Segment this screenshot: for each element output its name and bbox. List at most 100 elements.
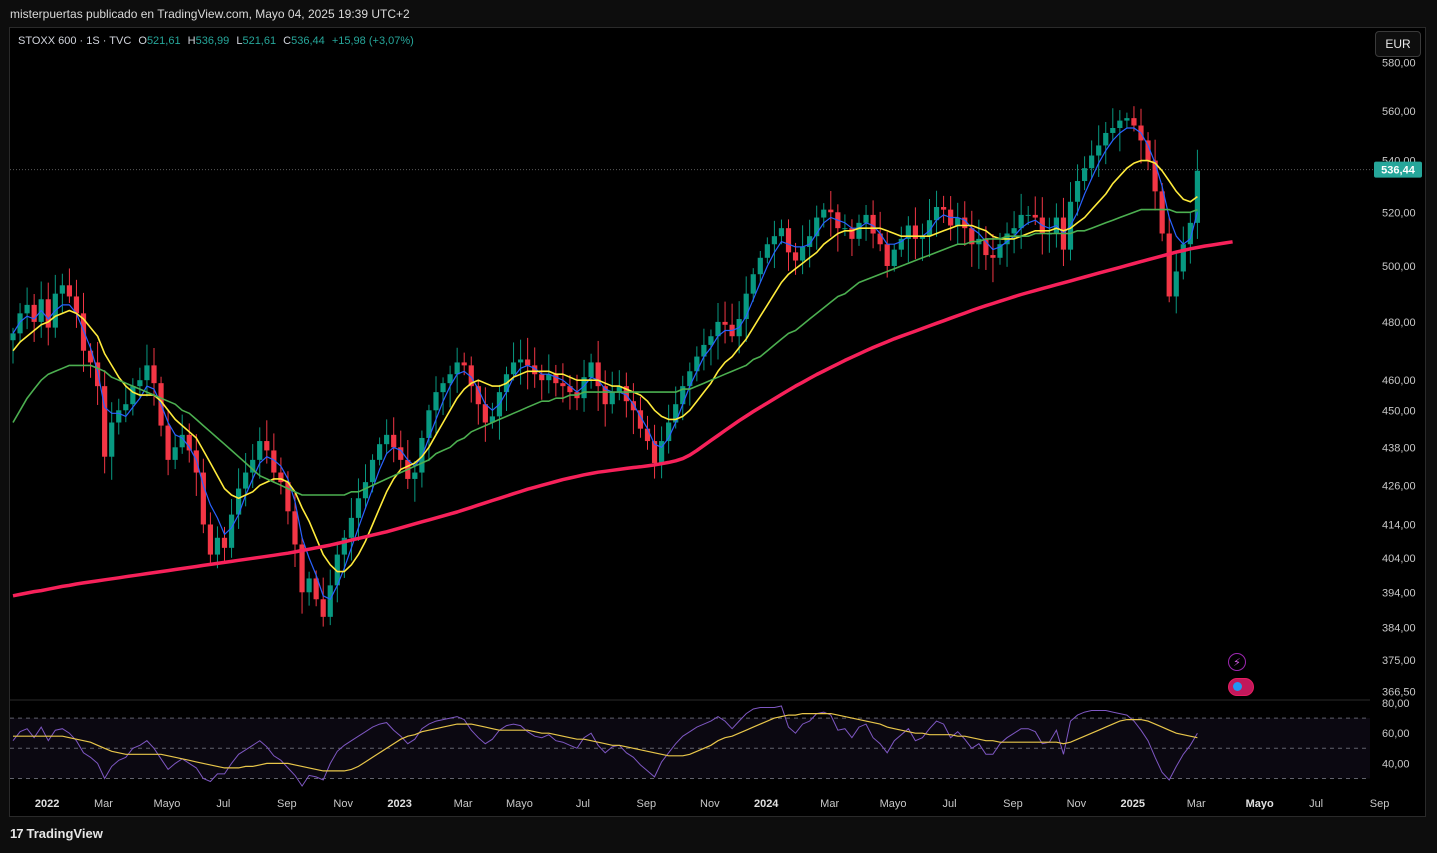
candle-body (482, 404, 488, 423)
last-price-badge (1374, 161, 1422, 178)
candle-body (785, 228, 792, 253)
candle-body (1018, 214, 1024, 229)
candle-body (151, 365, 157, 384)
time-axis-label: Sep (277, 798, 297, 810)
candle-body (87, 350, 94, 363)
ma-fast-line (12, 127, 1198, 600)
candle-body (1180, 244, 1186, 272)
time-axis-label: Nov (333, 798, 353, 810)
candle-body (1166, 233, 1172, 297)
candle-body (581, 377, 587, 399)
candle-body (849, 228, 855, 239)
candle-body (553, 374, 559, 384)
candle-body (828, 209, 834, 213)
price-axis-label: 394,00 (1382, 587, 1416, 599)
tradingview-brand[interactable]: 17 TradingView (10, 826, 103, 841)
candle-body (137, 380, 143, 387)
time-axis-label: Mayo (1246, 798, 1274, 810)
candle-body (532, 365, 538, 375)
candle-body (933, 207, 940, 221)
low-label: L (236, 35, 243, 47)
candle-body (313, 578, 319, 600)
candle-body (595, 362, 601, 387)
time-axis-label: Mar (1187, 798, 1206, 810)
candle-body (539, 374, 545, 381)
currency-button[interactable]: EUR (1375, 31, 1421, 57)
candle-body (1152, 160, 1158, 192)
price-axis-label: 460,00 (1382, 375, 1416, 387)
candle-body (510, 362, 517, 375)
time-axis-label: Jul (576, 798, 590, 810)
candle-body (214, 537, 221, 555)
symbol-legend: STOXX 600 · 1S · TVC O521,61 H536,99 L52… (18, 35, 414, 47)
rsi-line (12, 705, 1198, 787)
candle-body (391, 434, 397, 448)
candles (10, 106, 1200, 627)
candle-body (271, 450, 277, 473)
rsi-axis-label: 40,00 (1382, 758, 1410, 770)
time-axis-label: Mayo (880, 798, 907, 810)
candle-body (877, 233, 883, 245)
candle-body (355, 498, 362, 518)
candle-body (778, 228, 785, 237)
candle-body (257, 441, 263, 460)
candle-body (31, 304, 37, 322)
candle-body (884, 244, 890, 266)
candle-body (616, 386, 622, 393)
candle-body (327, 585, 333, 617)
candle-body (179, 434, 185, 448)
candle-body (236, 488, 242, 515)
ma-long-line (12, 240, 1233, 598)
candle-body (341, 537, 347, 555)
candle-body (377, 444, 383, 460)
events-icon[interactable] (1228, 678, 1254, 696)
time-axis-label: 2022 (35, 798, 59, 810)
candle-body (1032, 214, 1038, 218)
time-axis-label: Mayo (153, 798, 180, 810)
candle-body (651, 441, 658, 464)
candle-body (905, 225, 911, 239)
candle-body (891, 249, 897, 266)
time-axis-label: Mayo (506, 798, 533, 810)
candle-body (567, 386, 573, 393)
candle-body (468, 365, 474, 387)
high-value: 536,99 (195, 35, 230, 47)
candle-body (186, 434, 192, 451)
change-value: +15,98 (+3,07%) (331, 35, 414, 47)
time-axis-label: Sep (1370, 798, 1390, 810)
symbol-name[interactable]: STOXX 600 · 1S · TVC (18, 35, 132, 47)
time-axis-label: 2024 (754, 798, 779, 810)
lightning-icon[interactable]: ⚡ (1228, 653, 1246, 671)
brand-name: TradingView (26, 826, 103, 841)
time-axis-label: Mar (94, 798, 113, 810)
candle-body (1011, 228, 1017, 234)
candle-body (757, 257, 763, 275)
chart-frame[interactable] (9, 27, 1426, 817)
price-axis-label: 375,00 (1382, 655, 1416, 667)
ma-slow-line (12, 208, 1198, 496)
candle-body (73, 296, 80, 314)
time-axis-label: 2025 (1121, 798, 1145, 810)
time-axis-label: Nov (700, 798, 720, 810)
candle-body (518, 359, 524, 363)
candle-body (320, 599, 326, 617)
candle-body (1096, 145, 1102, 156)
candle-body (447, 374, 453, 384)
candle-body (807, 236, 813, 247)
candle-body (560, 383, 566, 387)
price-axis-label: 366,50 (1382, 686, 1416, 698)
time-axis-label: Nov (1067, 798, 1087, 810)
candle-body (1131, 118, 1137, 126)
price-axis-label: 414,00 (1382, 519, 1416, 531)
candle-body (673, 404, 679, 423)
candle-body (200, 472, 206, 525)
candle-body (207, 524, 213, 555)
candle-body (1159, 191, 1165, 234)
candle-body (898, 238, 904, 250)
candle-body (750, 274, 756, 294)
low-value: 521,61 (242, 35, 277, 47)
candle-body (666, 422, 672, 442)
price-axis-label: 404,00 (1382, 553, 1416, 565)
candle-body (659, 441, 665, 464)
